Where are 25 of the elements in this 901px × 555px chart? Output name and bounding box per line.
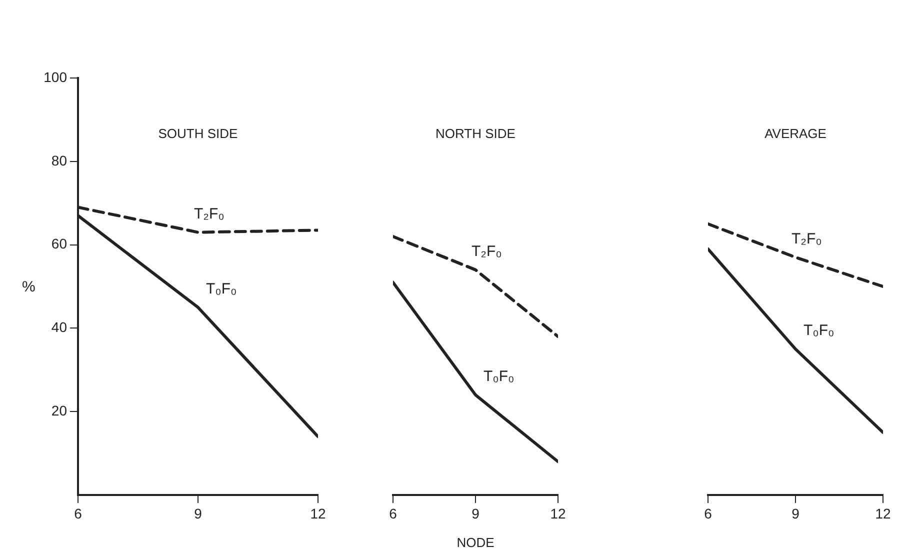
text: SOUTH SIDE: [158, 126, 238, 141]
y-tick-label: 40: [51, 319, 68, 336]
series-label: T₂F₀: [194, 205, 224, 222]
series-label: T₀F₀: [804, 322, 834, 340]
x-tick-label: 12: [875, 505, 891, 522]
x-tick-label: 6: [389, 505, 398, 522]
series-label: T₂F₀: [792, 230, 822, 248]
x-tick-label: 9: [792, 505, 800, 522]
text: AVERAGE: [764, 126, 827, 141]
x-tick-label: 12: [310, 505, 326, 522]
y-tick-label: 20: [51, 402, 68, 418]
x-tick-label: 12: [550, 505, 566, 522]
series-label: T₀F₀: [484, 368, 514, 385]
x-tick-label: 6: [704, 505, 712, 522]
x-axis-title: NODE: [456, 534, 495, 550]
y-tick-label: 80: [51, 152, 68, 168]
x-tick-label: 9: [472, 505, 480, 522]
y-axis-title: %: [22, 278, 36, 296]
x-tick-label: 6: [74, 505, 82, 522]
text: NORTH SIDE: [436, 126, 516, 141]
series-label: T₀F₀: [206, 280, 237, 298]
y-tick-label: 60: [51, 236, 68, 252]
series-label: T₂F₀: [472, 242, 502, 260]
y-tick-label: 100: [44, 68, 68, 85]
x-tick-label: 9: [194, 505, 202, 522]
